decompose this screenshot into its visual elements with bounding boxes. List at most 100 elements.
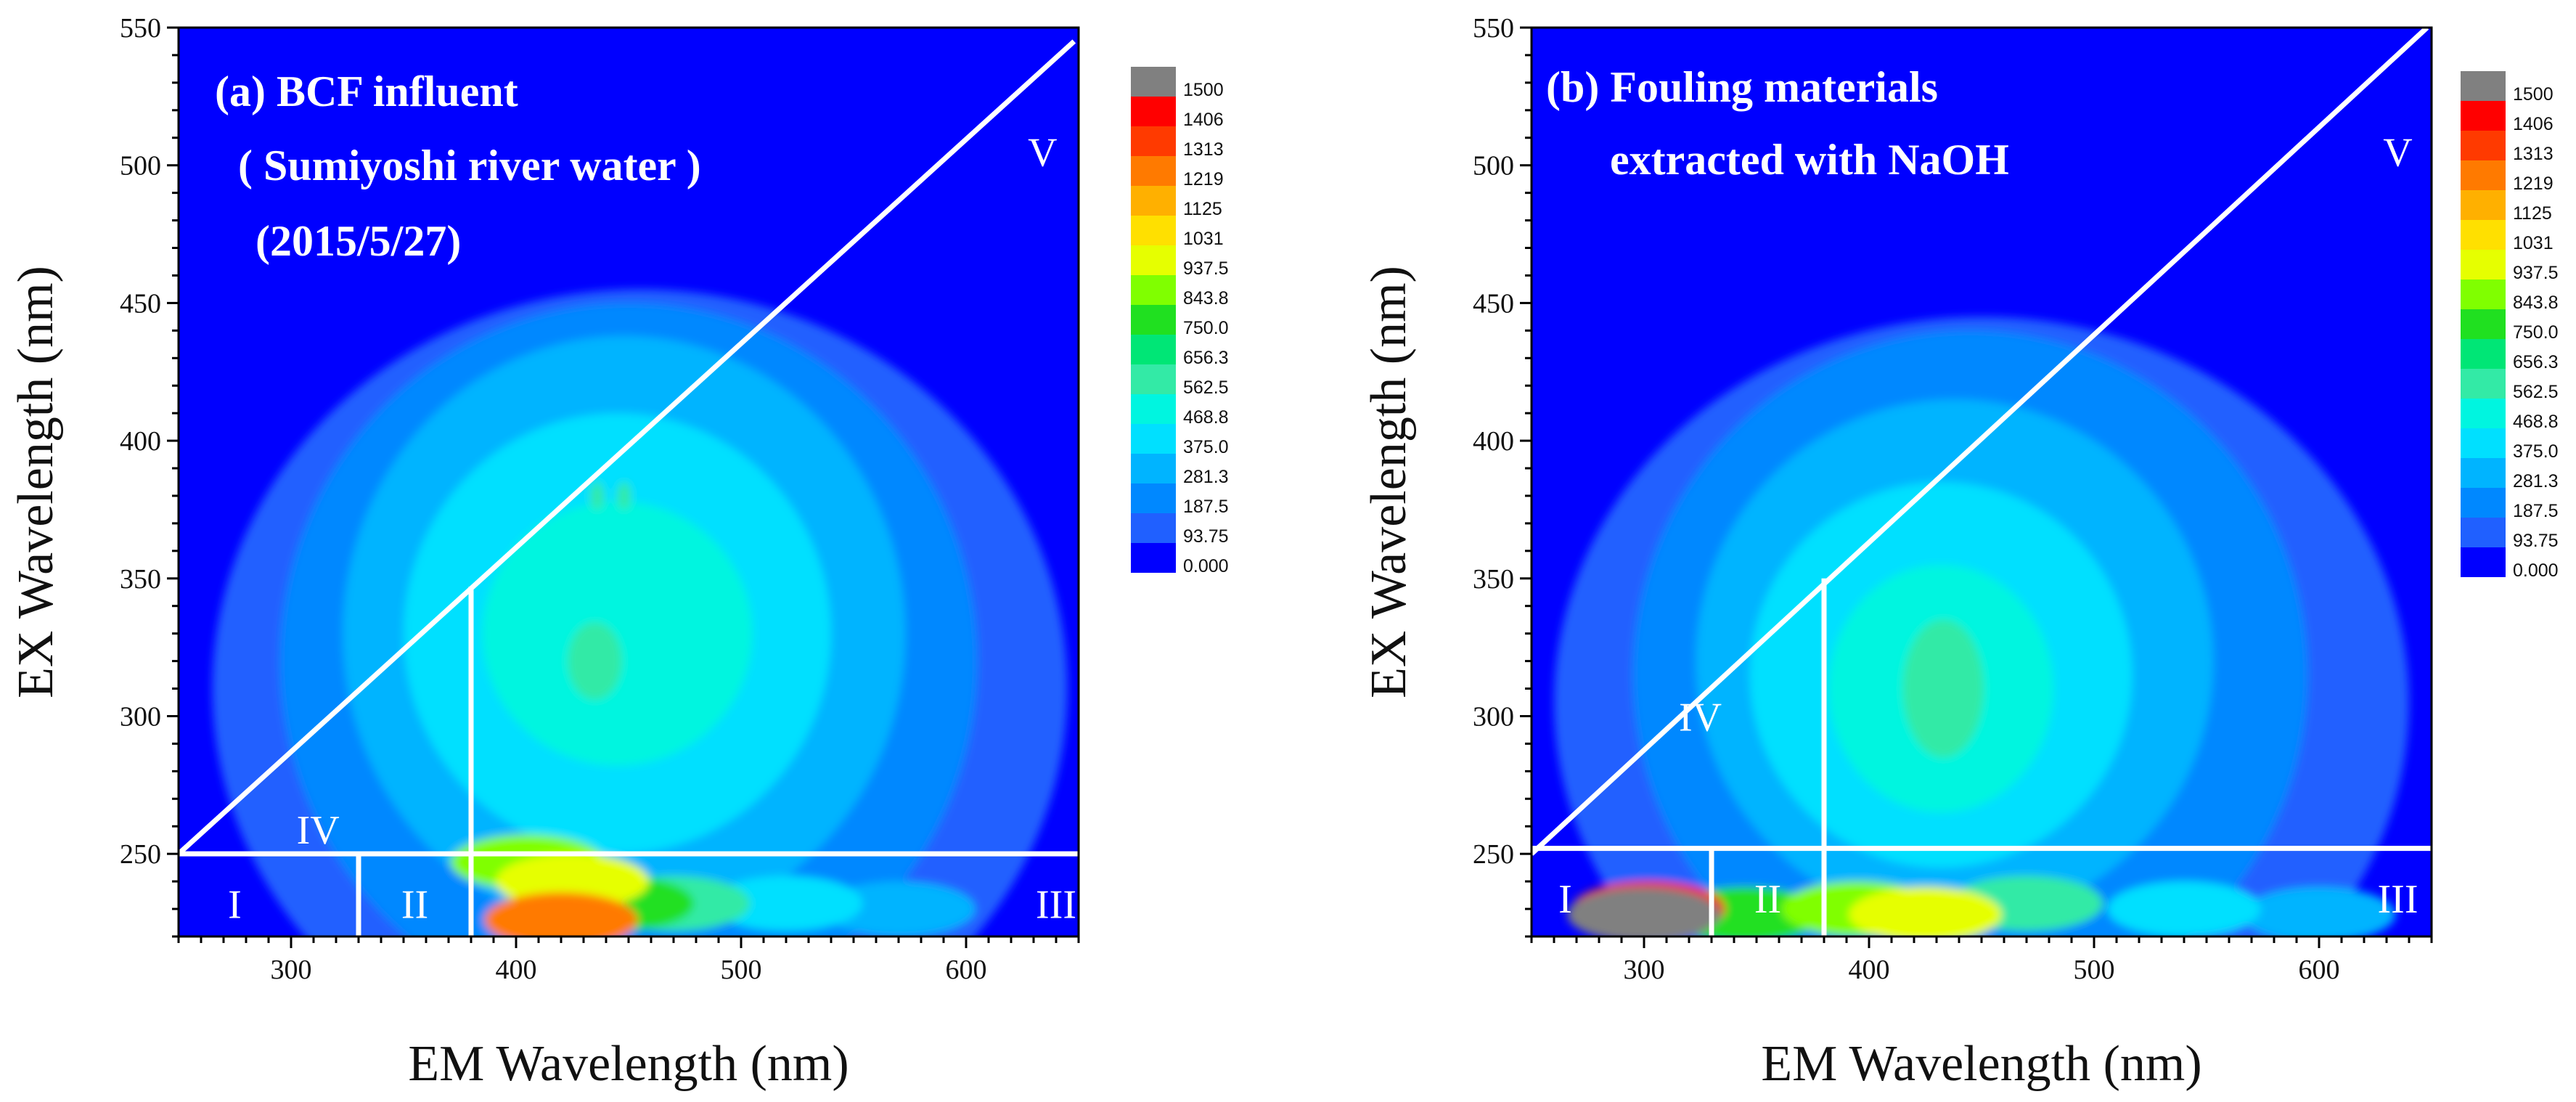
region-label-III-a: III (1036, 882, 1076, 927)
panel-title-a-line-1: (a) BCF influent (215, 68, 518, 115)
region-lines-b (1529, 25, 2432, 936)
y-axis-a: 250 300 350 400 450 500 550 (120, 13, 179, 938)
contours-a (212, 289, 1068, 936)
y-axis-title-a: EX Wavelength (nm) (8, 266, 64, 698)
region-label-V-b: V (2383, 131, 2412, 176)
colorbar-label: 468.8 (2513, 412, 2559, 432)
colorbar-label: 1500 (2513, 84, 2553, 105)
x-tick-label: 500 (2074, 955, 2115, 985)
colorbar-swatch (2461, 518, 2506, 547)
panel-title-b-line-1: (b) Fouling materials (1546, 63, 1938, 111)
colorbar-swatch (2461, 488, 2506, 518)
scatter-band-patch (484, 892, 638, 936)
colorbar-label: 1500 (1183, 80, 1224, 100)
colorbar-label: 93.75 (2513, 531, 2559, 551)
colorbar-label: 937.5 (2513, 263, 2559, 283)
region-label-II-a: II (401, 882, 428, 927)
region-label-I-a: I (228, 882, 242, 927)
colorbar-swatch (2461, 309, 2506, 339)
colorbar-swatch (1131, 513, 1176, 543)
colorbar-swatch (2461, 190, 2506, 220)
contours-b (1554, 317, 2409, 936)
colorbar-swatch (1131, 483, 1176, 513)
colorbar-swatch (2461, 547, 2506, 577)
panel-title-a: (a) BCF influent ( Sumiyoshi river water… (215, 68, 701, 265)
colorbar-label: 281.3 (1183, 467, 1229, 487)
x-axis-b: 300 400 500 600 (1530, 936, 2433, 985)
x-tick-label: 400 (1849, 955, 1890, 985)
colorbar-label: 656.3 (1183, 348, 1229, 368)
region-lines-a (176, 39, 1079, 936)
scatter-band-patch (2242, 886, 2396, 936)
colorbar-label: 1219 (1183, 169, 1224, 189)
colorbar-label: 843.8 (1183, 288, 1229, 309)
panel-a: I II III IV V (a) BCF influent ( Sumiyos… (8, 13, 1229, 1092)
colorbar-label: 562.5 (1183, 377, 1229, 398)
colorbar-label: 1313 (2513, 144, 2553, 164)
y-tick-label: 350 (1473, 564, 1514, 595)
y-tick-label: 550 (1473, 13, 1514, 44)
colorbar-swatch (2461, 279, 2506, 309)
colorbar-label: 1406 (1183, 110, 1224, 130)
colorbar-label: 562.5 (2513, 382, 2559, 402)
y-tick-label: 350 (120, 564, 161, 595)
colorbar-swatch (1131, 335, 1176, 364)
colorbar-label: 468.8 (1183, 407, 1229, 428)
y-tick-label: 300 (1473, 701, 1514, 732)
colorbar-swatch (1131, 454, 1176, 483)
x-tick-label: 600 (946, 955, 987, 985)
colorbar-swatch (2461, 339, 2506, 369)
colorbar-swatch (1131, 186, 1176, 216)
colorbar-label: 656.3 (2513, 352, 2559, 372)
panel-title-b: (b) Fouling materials extracted with NaO… (1546, 63, 2009, 184)
x-axis-title-a: EM Wavelength (nm) (408, 1036, 849, 1092)
colorbar-label: 1313 (1183, 139, 1224, 160)
colorbar-label: 0.000 (2513, 560, 2559, 581)
region-label-IV-a: IV (297, 808, 340, 853)
contour-level (482, 501, 753, 766)
y-tick-label: 400 (120, 426, 161, 457)
colorbar-label: 750.0 (1183, 318, 1229, 338)
colorbar-swatch (2461, 428, 2506, 458)
region-labels-a: I II III IV V (228, 131, 1076, 928)
region-label-I-b: I (1558, 877, 1572, 922)
colorbar-swatch (1131, 126, 1176, 156)
x-axis-a: 300 400 500 600 (177, 936, 1080, 985)
y-tick-label: 500 (1473, 151, 1514, 181)
y-axis-title-b: EX Wavelength (nm) (1361, 266, 1417, 698)
panel-b: I II III IV V (b) Fouling materials extr… (1361, 13, 2559, 1092)
colorbar-swatch (2461, 101, 2506, 131)
colorbar-label: 1031 (2513, 233, 2553, 253)
region-label-III-b: III (2378, 877, 2418, 922)
colorbar-label: 1125 (1183, 199, 1222, 219)
scatter-band-patch (1849, 886, 2002, 936)
colorbar-label: 375.0 (2513, 441, 2559, 462)
colorbar-swatch (1131, 543, 1176, 573)
y-tick-label: 500 (120, 151, 161, 181)
colorbar-swatch (2461, 369, 2506, 399)
y-tick-label: 550 (120, 13, 161, 44)
colorbar-swatch (1131, 67, 1176, 97)
colorbar-swatch (1131, 364, 1176, 394)
region-label-V-a: V (1028, 131, 1057, 176)
colorbar-label: 1125 (2513, 203, 2552, 224)
colorbar-label: 375.0 (1183, 437, 1229, 457)
scatter-band-patch (822, 881, 976, 936)
panel-title-a-line-3: (2015/5/27) (255, 217, 461, 265)
colorbar-swatch (1131, 394, 1176, 424)
colorbar-swatch (1131, 216, 1176, 245)
colorbar-swatch (1131, 275, 1176, 305)
y-axis-b: 250 300 350 400 450 500 550 (1473, 13, 1532, 938)
contour-level (590, 482, 604, 510)
colorbar-label: 281.3 (2513, 471, 2559, 491)
x-axis-title-b: EM Wavelength (nm) (1761, 1036, 2201, 1092)
colorbar-label: 1031 (1183, 229, 1224, 249)
x-tick-label: 300 (271, 955, 312, 985)
colorbar-swatch (1131, 424, 1176, 454)
colorbar-label: 93.75 (1183, 526, 1229, 547)
region-label-IV-b: IV (1679, 695, 1722, 740)
colorbar-label: 1219 (2513, 174, 2553, 194)
scatter-band-patch (709, 876, 863, 931)
y-tick-label: 250 (120, 839, 161, 870)
colorbar-label: 843.8 (2513, 293, 2559, 313)
